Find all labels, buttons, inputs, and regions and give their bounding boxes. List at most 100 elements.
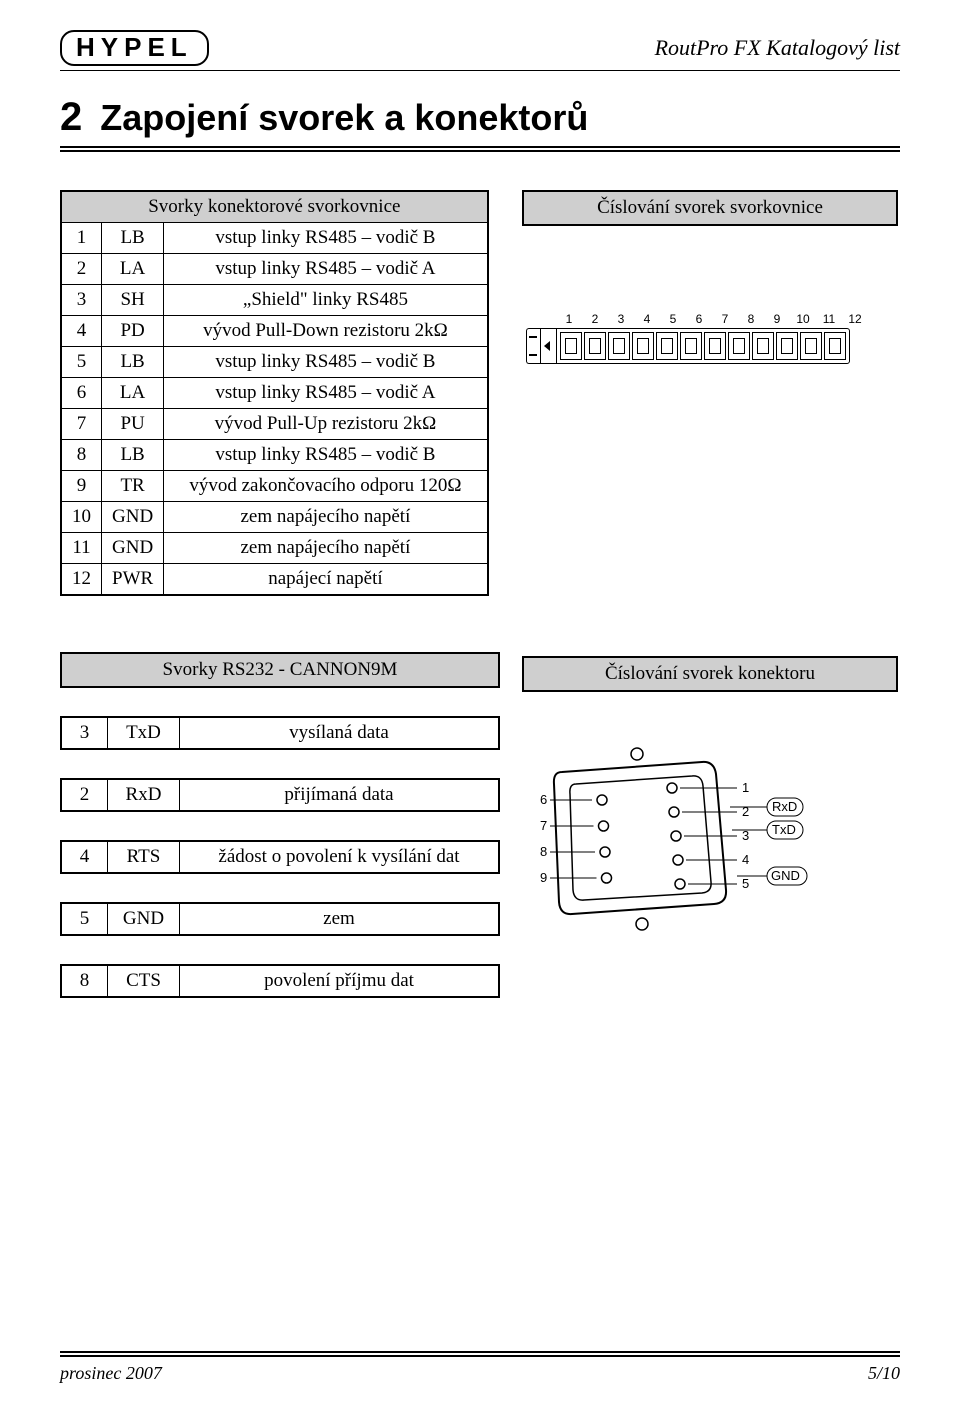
table-row: 10GNDzem napájecího napětí	[61, 502, 488, 533]
db9-pin-left: 6	[540, 792, 547, 807]
terminal-socket	[752, 332, 774, 360]
db9-label-rxd: RxD	[772, 799, 797, 814]
row-num: 12	[61, 564, 102, 596]
row-num: 6	[61, 378, 102, 409]
table1-header: Svorky konektorové svorkovnice	[61, 191, 488, 223]
doc-title: RoutPro FX Katalogový list	[655, 35, 900, 61]
table-row: 12PWRnapájecí napětí	[61, 564, 488, 596]
row-desc: zem napájecího napětí	[164, 533, 488, 564]
table1-wrap: Svorky konektorové svorkovnice 1LBvstup …	[60, 190, 500, 596]
row-sym: GND	[102, 533, 164, 564]
db9-label-txd: TxD	[772, 822, 796, 837]
section-title: Zapojení svorek a konektorů	[100, 97, 588, 139]
table-row: 8LBvstup linky RS485 – vodič B	[61, 440, 488, 471]
db9-pin-right: 4	[742, 852, 749, 867]
db9-panel: Číslování svorek konektoru 6789 12345	[522, 656, 898, 937]
section-heading: 2 Zapojení svorek a konektorů	[60, 95, 900, 140]
connector-sockets	[556, 328, 850, 364]
row-num: 2	[62, 780, 108, 810]
panel2-header: Číslování svorek konektoru	[522, 656, 898, 692]
terminal-num: 7	[712, 312, 738, 326]
row-sym: RTS	[108, 842, 180, 872]
table-row: 5GNDzem	[60, 902, 500, 936]
db9-pin-left: 8	[540, 844, 547, 859]
row-sym: SH	[102, 285, 164, 316]
table-row: 7PUvývod Pull-Up rezistoru 2kΩ	[61, 409, 488, 440]
table-row: 5LBvstup linky RS485 – vodič B	[61, 347, 488, 378]
table-row: 4RTSžádost o povolení k vysílání dat	[60, 840, 500, 874]
page-footer: prosinec 2007 5/10	[60, 1351, 900, 1384]
terminals-table: Svorky konektorové svorkovnice 1LBvstup …	[60, 190, 489, 596]
terminal-socket	[632, 332, 654, 360]
row-desc: vývod Pull-Down rezistoru 2kΩ	[164, 316, 488, 347]
row-sym: RxD	[108, 780, 180, 810]
row-desc: vstup linky RS485 – vodič B	[164, 223, 488, 254]
row-desc: vstup linky RS485 – vodič A	[164, 378, 488, 409]
terminal-socket	[824, 332, 846, 360]
row-num: 3	[62, 718, 108, 748]
row-sym: LA	[102, 378, 164, 409]
terminal-socket	[704, 332, 726, 360]
logo: HYPEL	[60, 30, 209, 66]
terminal-num: 2	[582, 312, 608, 326]
terminal-socket	[800, 332, 822, 360]
terminal-socket	[656, 332, 678, 360]
row-desc: vývod Pull-Up rezistoru 2kΩ	[164, 409, 488, 440]
row-sym: LB	[102, 347, 164, 378]
row-sym: CTS	[108, 966, 180, 996]
terminal-num: 1	[556, 312, 582, 326]
terminal-num: 3	[608, 312, 634, 326]
row-desc: zem	[180, 904, 498, 934]
row-desc: vstup linky RS485 – vodič B	[164, 347, 488, 378]
db9-label-gnd: GND	[771, 868, 800, 883]
row-sym: GND	[102, 502, 164, 533]
connector-tab	[526, 328, 540, 364]
db9-pin-right: 2	[742, 804, 749, 819]
db9-pin-left: 7	[540, 818, 547, 833]
table2-header: Svorky RS232 - CANNON9M	[60, 652, 500, 688]
row-desc: vstup linky RS485 – vodič B	[164, 440, 488, 471]
footer-page: 5/10	[868, 1363, 900, 1384]
row-desc: vývod zakončovacího odporu 120Ω	[164, 471, 488, 502]
table-row: 9TRvývod zakončovacího odporu 120Ω	[61, 471, 488, 502]
row-sym: LA	[102, 254, 164, 285]
terminal-socket	[608, 332, 630, 360]
terminal-num: 12	[842, 312, 868, 326]
row-sym: LB	[102, 223, 164, 254]
row-desc: žádost o povolení k vysílání dat	[180, 842, 498, 872]
row-num: 11	[61, 533, 102, 564]
table-row: 1LBvstup linky RS485 – vodič B	[61, 223, 488, 254]
row-desc: zem napájecího napětí	[164, 502, 488, 533]
row-num: 2	[61, 254, 102, 285]
terminal-num: 11	[816, 312, 842, 326]
row-num: 3	[61, 285, 102, 316]
table-row: 3TxDvysílaná data	[60, 716, 500, 750]
row-num: 4	[62, 842, 108, 872]
row-sym: GND	[108, 904, 180, 934]
terminal-socket	[584, 332, 606, 360]
terminal-socket	[728, 332, 750, 360]
table-row: 3SH„Shield" linky RS485	[61, 285, 488, 316]
row-sym: PU	[102, 409, 164, 440]
terminal-num: 10	[790, 312, 816, 326]
footer-rule	[60, 1351, 900, 1357]
terminal-socket	[560, 332, 582, 360]
row-num: 5	[62, 904, 108, 934]
row-desc: povolení příjmu dat	[180, 966, 498, 996]
row-num: 9	[61, 471, 102, 502]
table-row: 2LAvstup linky RS485 – vodič A	[61, 254, 488, 285]
panel1-header: Číslování svorek svorkovnice	[522, 190, 898, 226]
row-num: 4	[61, 316, 102, 347]
row-num: 1	[61, 223, 102, 254]
table-row: 6LAvstup linky RS485 – vodič A	[61, 378, 488, 409]
terminal-num: 9	[764, 312, 790, 326]
terminal-num: 8	[738, 312, 764, 326]
terminal-socket	[680, 332, 702, 360]
db9-pin-right: 5	[742, 876, 749, 891]
terminal-num: 4	[634, 312, 660, 326]
row-sym: PD	[102, 316, 164, 347]
page-header: HYPEL RoutPro FX Katalogový list	[60, 30, 900, 66]
db9-diagram: 6789 12345 RxD TxD GND	[532, 742, 898, 937]
terminal-num: 6	[686, 312, 712, 326]
terminal-numbering-panel: Číslování svorek svorkovnice 12345678910…	[522, 190, 898, 364]
